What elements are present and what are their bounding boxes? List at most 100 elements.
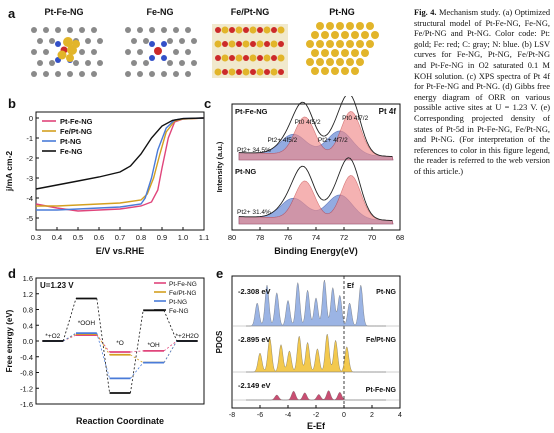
y-tick-label: -0.4 bbox=[20, 353, 33, 362]
free-energy-chart: 1.6 1.2 0.8 0.4 0.0 -0.4 -0.8 -1.2 -1.6 U=1.23 V R… bbox=[5, 274, 205, 426]
y-tick-label: -0.8 bbox=[20, 369, 33, 378]
model-fe-pt-ng bbox=[212, 24, 288, 78]
model-label-pt-fe-ng: Pt-Fe-NG bbox=[44, 7, 84, 17]
spectrum-label-pt-fe-ng: Pt-Fe-NG bbox=[235, 107, 268, 116]
xps-chart: 80 78 76 74 72 70 68 Binding Energy(eV) Intensit… bbox=[215, 96, 404, 256]
y-tick-label: -1.2 bbox=[20, 384, 33, 393]
y-tick-label: 0.8 bbox=[23, 306, 33, 315]
x-tick-label: 78 bbox=[256, 233, 264, 242]
model-label-pt-ng: Pt-NG bbox=[329, 7, 355, 17]
fermi-label: Ef bbox=[347, 283, 355, 290]
energy-connector bbox=[62, 298, 77, 342]
y-axis-label: j/mA cm-2 bbox=[4, 151, 14, 193]
x-tick-label: 2 bbox=[370, 412, 374, 419]
y-tick-label: -1 bbox=[26, 134, 33, 143]
legend-label: Fe/Pt-NG bbox=[60, 127, 92, 136]
panel-b-letter: b bbox=[8, 96, 16, 111]
pdos-series-label: Fe/Pt-NG bbox=[366, 337, 397, 344]
series-line-fe-pt-ng bbox=[36, 117, 205, 207]
d-band-center-label: -2.149 eV bbox=[238, 381, 271, 390]
x-tick-label: 0.7 bbox=[115, 233, 125, 242]
pdos-series-label: Pt-NG bbox=[376, 289, 396, 296]
lsv-chart: 0.3 0.4 0.5 0.6 0.7 0.8 0.9 1.0 1.1 0 -1 -2 -3 -4 -5 E/… bbox=[4, 111, 209, 256]
y-tick-label: -2 bbox=[26, 154, 33, 163]
pt-fe-ng-envelope bbox=[238, 96, 393, 157]
panel-a-letter: a bbox=[8, 6, 16, 21]
legend-label: Pt-Fe-NG bbox=[60, 117, 93, 126]
y-tick-label: 0.0 bbox=[23, 337, 33, 346]
peak-label: Pt2+ 4f5/2 bbox=[267, 137, 297, 144]
x-tick-label: 0 bbox=[342, 412, 346, 419]
y-tick-label: -1.6 bbox=[20, 400, 33, 409]
step-label: *OH bbox=[147, 342, 160, 349]
x-tick-label: 4 bbox=[398, 412, 402, 419]
x-axis-label: E/V vs.RHE bbox=[96, 246, 145, 256]
y-axis-label: Intensity (a.u.) bbox=[215, 141, 224, 192]
model-label-fe-pt-ng: Fe/Pt-NG bbox=[230, 7, 270, 17]
x-tick-label: 0.6 bbox=[94, 233, 104, 242]
energy-connector bbox=[96, 333, 110, 379]
y-tick-label: 0 bbox=[29, 114, 33, 123]
x-tick-label: 0.5 bbox=[73, 233, 83, 242]
y-tick-label: 1.6 bbox=[23, 274, 33, 283]
x-tick-label: 76 bbox=[284, 233, 292, 242]
energy-connector bbox=[63, 333, 77, 342]
model-label-fe-ng: Fe-NG bbox=[146, 7, 174, 17]
y-tick-label: 1.2 bbox=[23, 290, 33, 299]
legend-label: Fe-NG bbox=[169, 308, 189, 315]
x-tick-label: 72 bbox=[340, 233, 348, 242]
percent-label-pt-fe-ng: Pt2+ 34.5% bbox=[237, 147, 271, 154]
d-band-center-label: -2.308 eV bbox=[238, 287, 271, 296]
x-tick-label: -6 bbox=[257, 412, 263, 419]
x-tick-label: -2 bbox=[313, 412, 319, 419]
x-tick-label: 1.0 bbox=[178, 233, 188, 242]
y-tick-label: -4 bbox=[26, 194, 33, 203]
percent-label-pt-ng: Pt2+ 31.4% bbox=[237, 209, 271, 216]
panel-c-letter: c bbox=[204, 96, 212, 111]
pdos-area-pt-ng bbox=[246, 279, 386, 327]
panel-d-letter: d bbox=[8, 266, 16, 281]
series-line-fe-ng bbox=[35, 117, 205, 190]
pt-fe-ng-pt0-peak bbox=[238, 111, 394, 161]
chart-title: U=1.23 V bbox=[40, 281, 74, 290]
energy-connector bbox=[96, 334, 110, 353]
energy-connector bbox=[130, 310, 144, 394]
x-tick-label: 80 bbox=[228, 233, 236, 242]
pt-ng-pt0-peak bbox=[238, 175, 394, 225]
x-axis-label: Reaction Coordinate bbox=[76, 416, 164, 426]
x-tick-label: 70 bbox=[368, 233, 376, 242]
legend-label: Pt-NG bbox=[60, 137, 81, 146]
spectrum-title: Pt 4f bbox=[379, 107, 397, 116]
pdos-chart: -8 -6 -4 -2 0 2 4 E-Ef PDOS Ef -2.308 eV Pt-NG -2.89… bbox=[215, 275, 402, 431]
peak-label: Pt0 4f7/2 bbox=[342, 115, 368, 122]
x-tick-label: 1.1 bbox=[199, 233, 209, 242]
step-label: *+2H2O bbox=[176, 333, 199, 340]
energy-connector bbox=[130, 362, 144, 379]
x-tick-label: 74 bbox=[312, 233, 320, 242]
energy-connector bbox=[163, 340, 178, 363]
pt-ng-envelope bbox=[238, 157, 393, 221]
energy-connector bbox=[63, 332, 77, 342]
pdos-series-label: Pt-Fe-NG bbox=[366, 387, 397, 394]
model-pt-ng bbox=[306, 22, 379, 75]
x-tick-label: 0.3 bbox=[31, 233, 41, 242]
legend-label: Pt-Fe-NG bbox=[169, 281, 197, 288]
graphene-lattice bbox=[31, 27, 103, 77]
spectrum-label-pt-ng: Pt-NG bbox=[235, 167, 256, 176]
x-tick-label: -4 bbox=[285, 412, 291, 419]
legend-label: Fe/Pt-NG bbox=[169, 290, 196, 297]
y-axis-label: Free energy (eV) bbox=[5, 309, 14, 372]
x-axis-label: Binding Energy(eV) bbox=[274, 246, 358, 256]
y-tick-label: -3 bbox=[26, 174, 33, 183]
y-tick-label: 0.4 bbox=[23, 321, 33, 330]
d-band-center-label: -2.895 eV bbox=[238, 335, 271, 344]
peak-label: Pt0 4f5/2 bbox=[295, 119, 321, 126]
legend-label: Pt-NG bbox=[169, 299, 187, 306]
x-tick-label: 0.9 bbox=[157, 233, 167, 242]
step-label: *O bbox=[116, 340, 124, 347]
model-fe-ng bbox=[125, 27, 197, 77]
energy-connector bbox=[96, 333, 110, 355]
x-tick-label: -8 bbox=[229, 412, 235, 419]
caption-title: Fig. 4. bbox=[414, 8, 437, 17]
caption-body: Mechanism study. (a) Optimized structura… bbox=[414, 8, 551, 176]
